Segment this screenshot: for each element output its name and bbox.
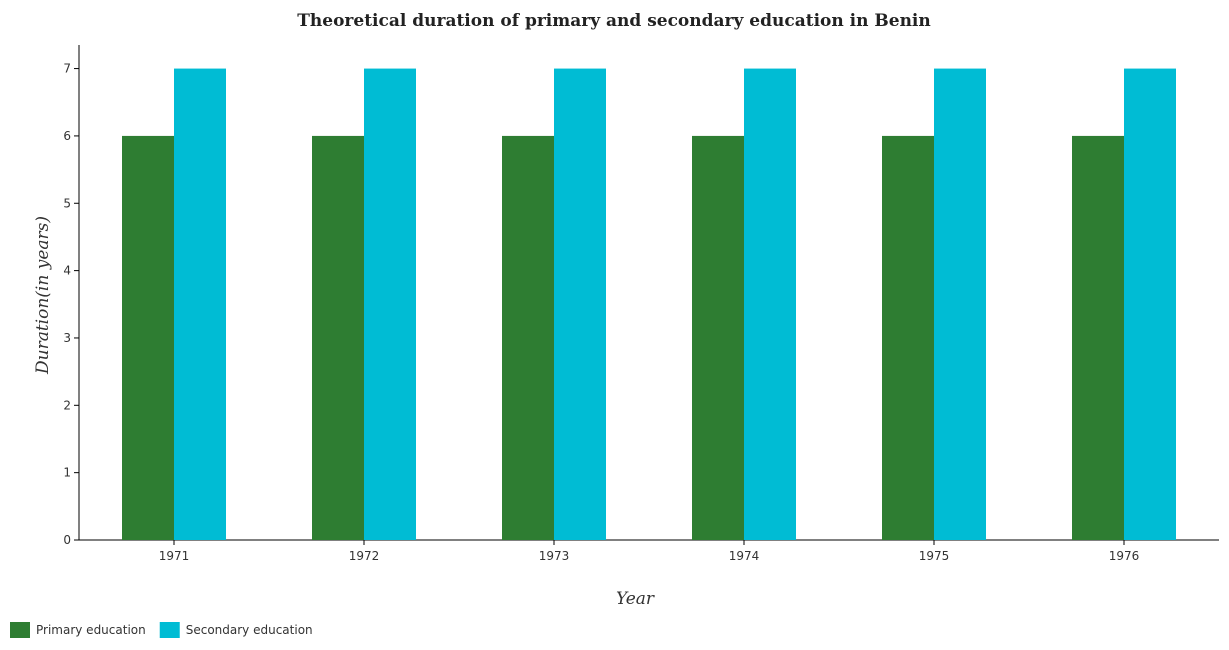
bar-secondary-education-1973 xyxy=(554,68,606,541)
y-axis-label: Duration(in years) xyxy=(33,216,53,375)
bar-primary-education-1971 xyxy=(122,135,174,540)
x-axis-label: Year xyxy=(616,589,655,609)
bar-secondary-education-1976 xyxy=(1124,68,1176,541)
x-tick-label: 1971 xyxy=(159,549,190,563)
legend-label: Primary education xyxy=(36,623,146,637)
bar-secondary-education-1971 xyxy=(174,68,226,541)
bar-primary-education-1975 xyxy=(882,135,934,540)
y-tick-label: 6 xyxy=(63,129,71,143)
bar-secondary-education-1975 xyxy=(934,68,986,541)
bar-primary-education-1974 xyxy=(692,135,744,540)
legend-swatch-primary-education xyxy=(10,622,30,638)
x-tick-label: 1975 xyxy=(919,549,950,563)
x-tick-label: 1972 xyxy=(349,549,380,563)
y-tick-label: 3 xyxy=(63,331,71,345)
bar-primary-education-1972 xyxy=(312,135,364,540)
chart-title: Theoretical duration of primary and seco… xyxy=(297,11,931,31)
legend-swatch-secondary-education xyxy=(159,622,180,638)
y-tick-label: 0 xyxy=(63,533,71,547)
bar-primary-education-1976 xyxy=(1072,135,1124,540)
y-tick-label: 2 xyxy=(63,398,71,412)
bar-secondary-education-1972 xyxy=(364,68,416,541)
x-tick-label: 1974 xyxy=(729,549,760,563)
x-tick-label: 1973 xyxy=(539,549,570,563)
y-tick-label: 7 xyxy=(63,62,71,76)
plot-area: 0 1 2 3 4 5 6 7 1971 1972 1973 1974 1975 1976 xyxy=(63,45,1219,563)
y-tick-label: 1 xyxy=(63,466,71,480)
bar-primary-education-1973 xyxy=(502,135,554,540)
bar-secondary-education-1974 xyxy=(744,68,796,541)
y-tick-label: 5 xyxy=(63,196,71,210)
legend: Primary education Secondary education xyxy=(10,622,313,638)
x-tick-label: 1976 xyxy=(1109,549,1140,563)
y-tick-label: 4 xyxy=(63,264,71,278)
legend-label: Secondary education xyxy=(186,623,313,637)
